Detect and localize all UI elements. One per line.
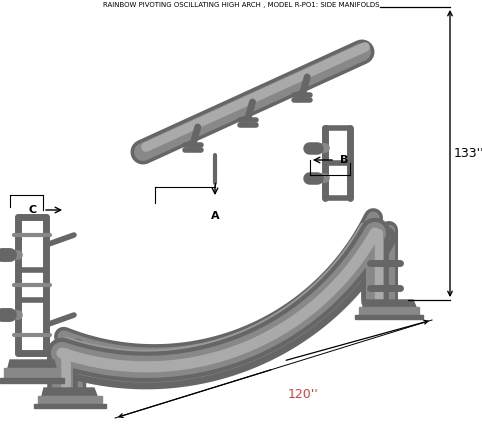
Text: RAINBOW PIVOTING OSCILLATING HIGH ARCH , MODEL R-PO1: SIDE MANIFOLDS: RAINBOW PIVOTING OSCILLATING HIGH ARCH ,… [103, 2, 379, 8]
Text: 133'': 133'' [454, 147, 482, 160]
Polygon shape [34, 404, 106, 408]
Polygon shape [4, 368, 60, 378]
Polygon shape [8, 360, 56, 368]
Text: C: C [29, 205, 37, 215]
Text: B: B [340, 155, 348, 165]
Polygon shape [42, 388, 97, 396]
Polygon shape [38, 396, 102, 404]
Text: A: A [211, 211, 219, 221]
Polygon shape [0, 378, 64, 383]
Text: 120'': 120'' [288, 388, 319, 400]
Polygon shape [363, 300, 416, 307]
Polygon shape [359, 307, 419, 315]
Polygon shape [355, 315, 423, 319]
